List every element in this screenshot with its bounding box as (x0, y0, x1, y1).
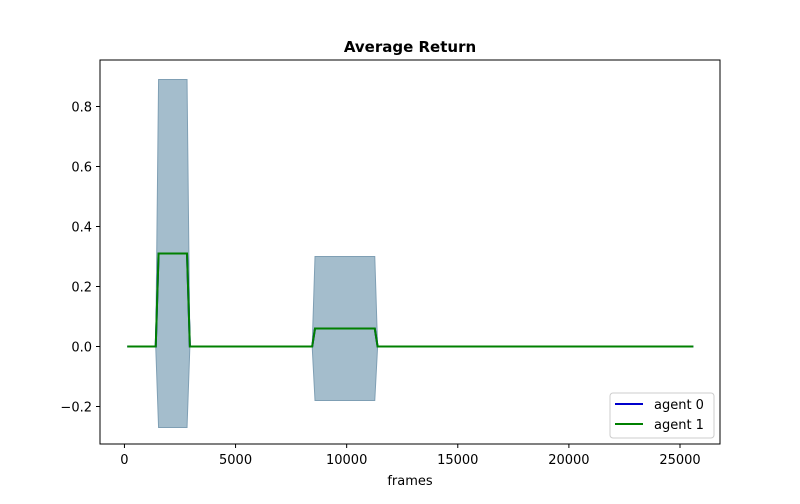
x-tick-label: 25000 (659, 453, 700, 468)
legend-label-0: agent 0 (654, 398, 704, 413)
y-tick-label: 0.8 (71, 101, 92, 116)
chart-title: Average Return (344, 38, 476, 56)
legend: agent 0 agent 1 (609, 392, 715, 439)
y-tick-label: −0.2 (60, 401, 92, 416)
y-axis-ticks: −0.2 0.0 0.2 0.4 0.6 0.8 (60, 101, 100, 416)
plot-area-frame (99, 59, 721, 445)
y-tick-label: 0.2 (71, 281, 92, 296)
x-tick-label: 20000 (548, 453, 589, 468)
y-tick-label: 0.4 (71, 221, 92, 236)
series-lines (127, 252, 694, 348)
y-tick-label: 0.0 (71, 341, 92, 356)
x-tick-label: 5000 (219, 453, 252, 468)
x-tick-label: 10000 (326, 453, 367, 468)
x-tick-label: 15000 (437, 453, 478, 468)
x-axis-title: frames (387, 474, 433, 489)
x-tick-label: 0 (120, 453, 128, 468)
y-tick-label: 0.6 (71, 161, 92, 176)
series-line-1 (127, 252, 694, 348)
x-axis-ticks: 0 5000 10000 15000 20000 25000 (120, 444, 701, 468)
legend-label-1: agent 1 (654, 418, 704, 433)
